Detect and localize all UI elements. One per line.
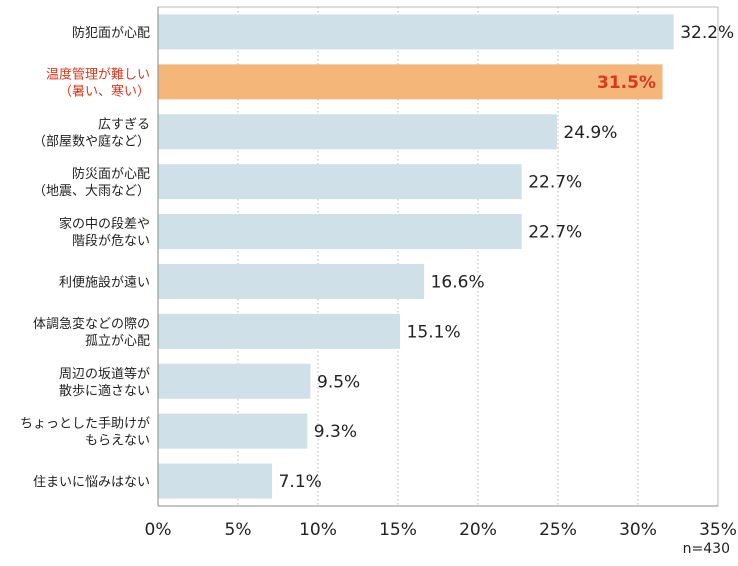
category-label-9-line-0: 住まいに悩みはない bbox=[33, 475, 150, 490]
value-label-1: 31.5% bbox=[597, 73, 656, 93]
x-tick-label-20: 20% bbox=[459, 520, 497, 540]
bar-2 bbox=[158, 114, 557, 150]
axis-layer: 0% 5% 10% 15% 20% 25% 30% 35% bbox=[145, 6, 737, 540]
x-tick-label-15: 15% bbox=[379, 520, 417, 540]
bar-7 bbox=[158, 363, 311, 399]
category-label-5-line-0: 利便施設が遠い bbox=[59, 274, 150, 290]
value-label-3: 22.7% bbox=[528, 173, 582, 193]
x-tick-label-0: 0% bbox=[145, 520, 172, 540]
value-label-5: 16.6% bbox=[431, 272, 485, 292]
label-layer: 32.2% 防犯面が心配 31.5% 温度管理が難しい（暑い、寒い） 24.9% 広すぎる… bbox=[20, 23, 734, 492]
category-label-3-line-0: 防災面が心配 bbox=[72, 166, 150, 182]
value-label-4: 22.7% bbox=[528, 223, 582, 243]
value-label-8: 9.3% bbox=[314, 422, 357, 442]
category-label-8-line-1: もらえない bbox=[85, 434, 150, 449]
value-label-2: 24.9% bbox=[563, 123, 617, 143]
bar-5 bbox=[158, 263, 425, 299]
category-label-4-line-0: 家の中の段差や bbox=[59, 216, 150, 232]
category-label-6-line-1: 孤立が心配 bbox=[85, 334, 150, 349]
category-label-6-line-0: 体調急変などの際の bbox=[33, 316, 150, 332]
value-label-9: 7.1% bbox=[279, 472, 322, 492]
category-label-8: ちょっとした手助けがもらえない bbox=[20, 417, 150, 449]
bar-4 bbox=[158, 214, 522, 250]
x-tick-label-10: 10% bbox=[299, 520, 337, 540]
bar-8 bbox=[158, 413, 308, 449]
x-tick-label-30: 30% bbox=[619, 520, 657, 540]
category-label-2: 広すぎる（部屋数や庭など） bbox=[33, 117, 150, 149]
category-label-7-line-1: 散歩に適さない bbox=[59, 383, 150, 399]
category-label-2-line-1: （部屋数や庭など） bbox=[33, 133, 150, 149]
category-label-6: 体調急変などの際の孤立が心配 bbox=[33, 316, 150, 349]
x-tick-label-25: 25% bbox=[539, 520, 577, 540]
category-label-3: 防災面が心配 （地震、大雨など） bbox=[33, 166, 150, 199]
bar-9 bbox=[158, 463, 273, 499]
value-label-0: 32.2% bbox=[680, 23, 734, 43]
sample-size-note: n=430 bbox=[682, 541, 730, 557]
category-label-7-line-0: 周辺の坂道等が bbox=[59, 366, 150, 382]
category-label-3-line-1: （地震、大雨など） bbox=[33, 184, 150, 199]
value-label-6: 15.1% bbox=[407, 322, 461, 342]
category-label-0: 防犯面が心配 bbox=[72, 25, 150, 41]
category-label-2-line-0: 広すぎる bbox=[98, 117, 150, 132]
bar-1 bbox=[158, 64, 663, 100]
category-label-4-line-1: 階段が危ない bbox=[72, 234, 150, 249]
bar-6 bbox=[158, 313, 401, 349]
bar-3 bbox=[158, 164, 522, 200]
category-label-5: 利便施設が遠い bbox=[59, 274, 150, 290]
bar-0 bbox=[158, 14, 674, 50]
category-label-9: 住まいに悩みはない bbox=[33, 475, 150, 490]
category-label-7: 周辺の坂道等が散歩に適さない bbox=[59, 366, 150, 399]
x-tick-label-5: 5% bbox=[225, 520, 252, 540]
category-label-1: 温度管理が難しい（暑い、寒い） bbox=[46, 66, 150, 99]
category-label-4: 家の中の段差や階段が危ない bbox=[59, 216, 150, 249]
category-label-1-line-1: （暑い、寒い） bbox=[59, 83, 150, 99]
bar-layer bbox=[158, 14, 674, 499]
category-label-0-line-0: 防犯面が心配 bbox=[72, 25, 150, 41]
value-label-7: 9.5% bbox=[317, 372, 360, 392]
category-label-1-line-0: 温度管理が難しい bbox=[46, 66, 150, 82]
category-label-8-line-0: ちょっとした手助けが bbox=[20, 417, 150, 432]
x-tick-label-35: 35% bbox=[699, 520, 737, 540]
